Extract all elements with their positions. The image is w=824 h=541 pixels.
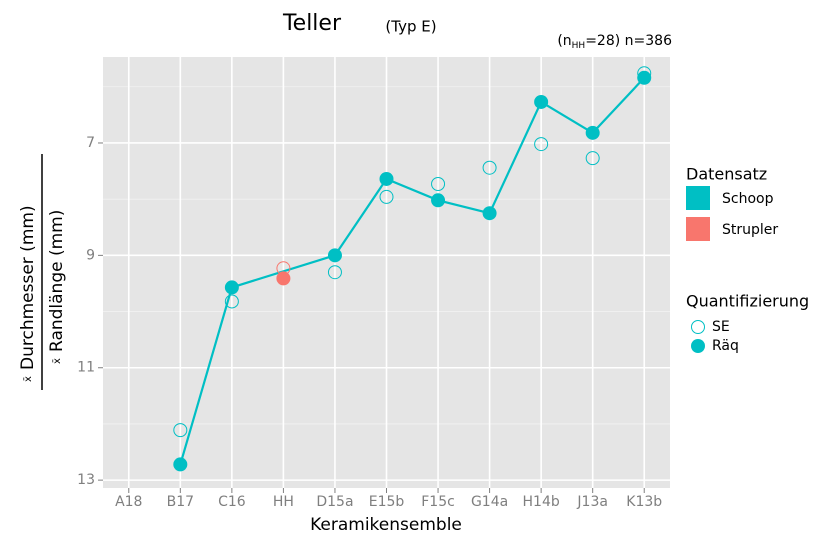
raeq-point	[637, 70, 652, 85]
subtitle: (nHH=28) n=386	[557, 33, 672, 51]
x-tick-label: H14b	[523, 494, 560, 510]
raeq-point	[585, 125, 600, 140]
subtitle-subscript: HH	[572, 41, 586, 51]
raeq-point	[327, 248, 342, 263]
subtitle-part: (n	[557, 33, 571, 49]
raeq-point	[534, 94, 549, 109]
x-tick-label: E15b	[369, 494, 405, 510]
legend-raeq-key	[691, 339, 705, 353]
y-tick-label: 7	[86, 135, 95, 151]
se-point	[534, 137, 549, 152]
y-tick-label: 9	[86, 247, 95, 263]
x-axis-label: Keramikensemble	[310, 515, 462, 535]
raeq-point	[379, 171, 394, 186]
se-point	[585, 151, 600, 166]
legend-swatch	[686, 217, 710, 241]
x-tick-label: G14a	[471, 494, 508, 510]
y-axis-label: x̄ Durchmesser (mm) x̄ Randlänge (mm)	[18, 154, 67, 390]
chart-title: Teller	[282, 11, 342, 36]
x-tick-label: B17	[167, 494, 194, 510]
legend-title: Datensatz	[686, 165, 767, 184]
x-tick-label: J13a	[576, 494, 608, 510]
y-label-symbol: x̄	[23, 376, 34, 382]
chart-title-suffix: (Typ E)	[385, 18, 436, 36]
legend-swatch	[686, 186, 710, 210]
y-label-denominator: Randlänge (mm)	[47, 210, 67, 352]
x-tick-label: HH	[273, 494, 294, 510]
x-tick-label: C16	[218, 494, 246, 510]
y-tick-label: 11	[77, 360, 95, 376]
legend-title: Quantifizierung	[686, 292, 809, 311]
raeq-point	[173, 457, 188, 472]
raeq-point	[224, 280, 239, 295]
se-point	[224, 294, 239, 309]
se-point	[482, 160, 497, 175]
legend-label: Räq	[712, 338, 739, 354]
x-tick-label: K13b	[626, 494, 662, 510]
y-tick-label: 13	[77, 472, 95, 488]
raeq-point	[276, 271, 291, 286]
subtitle-part: =28) n=386	[585, 33, 672, 49]
legend-label: SE	[712, 319, 730, 335]
x-tick-label: F15c	[421, 494, 455, 510]
legend-label: Schoop	[722, 191, 774, 207]
legend-se-key	[691, 320, 705, 334]
legend-label: Strupler	[722, 222, 778, 238]
raeq-point	[482, 206, 497, 221]
se-point	[173, 423, 188, 438]
se-point	[431, 176, 446, 191]
se-point	[379, 189, 394, 204]
raeq-point	[431, 193, 446, 208]
y-label-symbol: x̄	[52, 358, 63, 364]
se-point	[327, 265, 342, 280]
x-tick-label: D15a	[316, 494, 353, 510]
y-label-numerator: Durchmesser (mm)	[18, 205, 38, 370]
x-tick-label: A18	[115, 494, 142, 510]
